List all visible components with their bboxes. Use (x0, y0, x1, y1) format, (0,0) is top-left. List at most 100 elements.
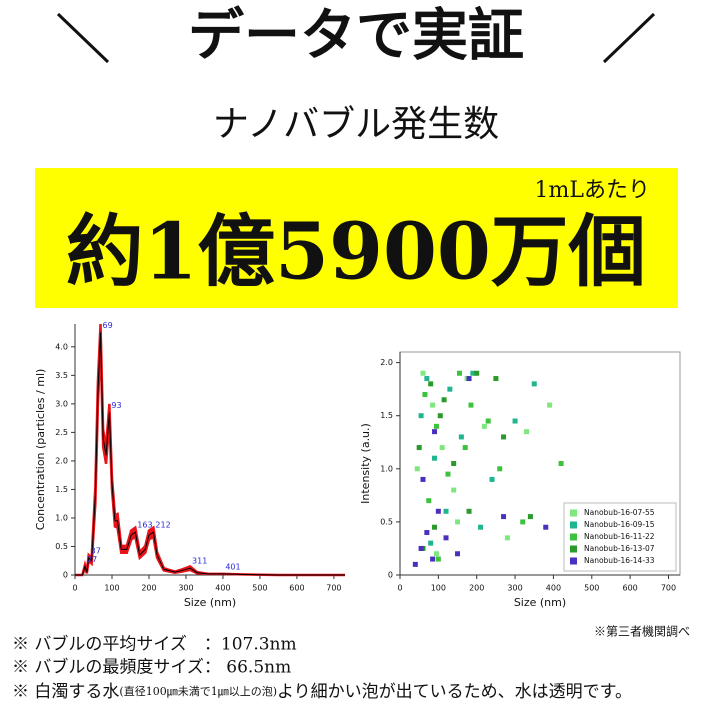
x-axis-label: Size (nm) (184, 596, 236, 609)
point (433, 423, 439, 429)
point (512, 418, 518, 424)
point (418, 413, 424, 419)
point (443, 508, 449, 514)
y-tick-label: 0 (63, 571, 68, 580)
point (485, 418, 491, 424)
x-tick-label: 400 (215, 584, 230, 593)
point (412, 561, 418, 567)
x-tick-label: 200 (469, 584, 484, 593)
decor-slash (602, 12, 656, 64)
point (432, 455, 438, 461)
peak-label: 37 (91, 546, 101, 555)
legend-swatch (570, 521, 577, 529)
point (422, 391, 428, 397)
point (435, 508, 441, 514)
x-tick-label: 0 (72, 584, 77, 593)
x-tick-label: 300 (507, 584, 522, 593)
point (470, 370, 476, 376)
source-note: ※第三者機関調べ (594, 624, 690, 639)
point (414, 466, 420, 472)
point (543, 524, 549, 530)
point (558, 461, 564, 466)
peak-label: 163 (137, 521, 152, 530)
point (481, 423, 487, 429)
banner (35, 168, 678, 308)
point (462, 445, 468, 451)
y-tick-label: 2.0 (380, 358, 393, 367)
point (418, 545, 424, 551)
point (443, 535, 449, 541)
x-tick-label: 300 (178, 584, 193, 593)
point (420, 476, 426, 482)
point (504, 535, 510, 541)
x-tick-label: 600 (289, 584, 304, 593)
legend-swatch (570, 509, 577, 517)
note: ※ バブルの平均サイズ ：107.3nm (12, 634, 297, 655)
y-axis-label: Concentration (particles / ml) (34, 369, 47, 531)
y-tick-label: 0.5 (55, 542, 68, 551)
point (527, 514, 533, 520)
title: データで実証 (188, 3, 524, 69)
point (501, 514, 507, 520)
x-tick-label: 200 (141, 584, 156, 593)
point (445, 471, 451, 477)
x-tick-label: 100 (104, 584, 119, 593)
point (432, 429, 438, 435)
point (531, 381, 537, 387)
x-tick-label: 700 (326, 584, 341, 593)
legend-label: Nanobub-16-14-33 (584, 556, 655, 565)
peak-label: 93 (111, 401, 121, 410)
point (451, 487, 457, 493)
point (424, 376, 430, 382)
x-tick-label: 700 (661, 584, 676, 593)
note-part: より細かい泡が出ているため、水は透明です。 (277, 682, 632, 702)
legend-label: Nanobub-16-09-15 (584, 520, 655, 529)
point (489, 476, 495, 482)
legend-label: Nanobub-16-13-07 (584, 544, 655, 553)
point (437, 413, 443, 419)
peak-label: 27 (87, 555, 97, 564)
point (428, 540, 434, 546)
chart: 0 100 200 300 400 500 600 700 0 0.5 1.0 1.5 2.0 2.5 3.… (34, 321, 345, 609)
point (501, 434, 507, 440)
legend-swatch (570, 533, 577, 541)
peak-label: 212 (155, 521, 170, 530)
subtitle: ナノバブル発生数 (213, 104, 499, 145)
banner-headline: 約1億5900万個 (66, 207, 646, 298)
point (497, 466, 503, 472)
point (456, 370, 462, 376)
line (75, 332, 345, 576)
point (524, 429, 530, 435)
point (430, 402, 436, 408)
legend-swatch (570, 557, 577, 565)
point (547, 402, 553, 408)
y-tick-label: 3.0 (55, 399, 68, 408)
y-tick-label: 1.0 (55, 513, 68, 522)
point (424, 530, 430, 536)
y-tick-label: 4.0 (55, 342, 68, 351)
point (420, 370, 426, 376)
x-tick-label: 0 (397, 584, 402, 593)
x-tick-label: 600 (622, 584, 637, 593)
legend-label: Nanobub-16-11-22 (584, 532, 655, 541)
y-tick-label: 1.5 (380, 411, 393, 420)
point (458, 434, 464, 440)
y-tick-label: 1.5 (55, 485, 68, 494)
note: ※ バブルの最頻度サイズ： 66.5nm (12, 657, 291, 678)
x-axis-label: Size (nm) (514, 596, 566, 609)
point (474, 370, 480, 376)
x-tick-label: 500 (252, 584, 267, 593)
y-tick-label: 0 (388, 571, 393, 580)
point (466, 376, 472, 382)
chart: 0 100 200 300 400 500 600 700 0 0.5 1.0 1.5 2.0 Size … (359, 351, 681, 609)
point (441, 397, 447, 403)
y-tick-label: 2.0 (55, 456, 68, 465)
point (430, 556, 436, 562)
decor-slash (56, 12, 110, 64)
point (520, 519, 526, 525)
note-part: (直径100㎛未満で1㎛以上の泡) (119, 684, 277, 698)
point (435, 556, 441, 562)
y-axis-label: Intensity (a.u.) (359, 423, 372, 504)
